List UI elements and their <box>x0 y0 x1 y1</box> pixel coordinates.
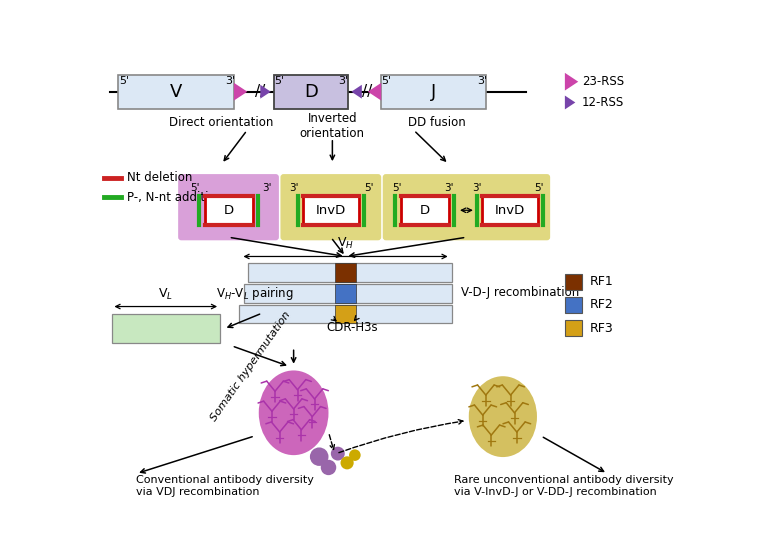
Text: 12-RSS: 12-RSS <box>582 96 624 109</box>
Text: D: D <box>419 204 429 217</box>
Text: Rare unconventional antibody diversity
via V-InvD-J or V-DD-J recombination: Rare unconventional antibody diversity v… <box>454 475 674 497</box>
Text: Nt deletion: Nt deletion <box>127 171 192 185</box>
Text: 23-RSS: 23-RSS <box>582 75 624 88</box>
Circle shape <box>321 460 336 475</box>
FancyBboxPatch shape <box>565 274 582 289</box>
FancyBboxPatch shape <box>239 305 452 323</box>
Text: J: J <box>431 82 436 100</box>
FancyBboxPatch shape <box>280 174 381 240</box>
Text: Conventional antibody diversity
via VDJ recombination: Conventional antibody diversity via VDJ … <box>136 475 314 497</box>
Text: //: // <box>362 84 372 99</box>
Text: 5': 5' <box>535 183 544 193</box>
FancyBboxPatch shape <box>401 195 449 225</box>
Text: 5': 5' <box>392 183 402 193</box>
FancyBboxPatch shape <box>336 305 356 323</box>
FancyBboxPatch shape <box>565 297 582 313</box>
Ellipse shape <box>468 376 537 457</box>
Text: 3': 3' <box>445 183 454 193</box>
Text: Direct orientation: Direct orientation <box>170 116 273 129</box>
Text: 5': 5' <box>190 183 200 193</box>
Text: V$_L$: V$_L$ <box>158 287 174 302</box>
FancyBboxPatch shape <box>381 75 486 109</box>
Polygon shape <box>352 85 362 99</box>
Polygon shape <box>565 73 578 91</box>
Text: 3': 3' <box>477 76 487 86</box>
FancyBboxPatch shape <box>482 195 538 225</box>
Text: 3': 3' <box>290 183 300 193</box>
Polygon shape <box>260 85 271 99</box>
Text: 3': 3' <box>225 76 235 86</box>
FancyBboxPatch shape <box>178 174 279 240</box>
FancyBboxPatch shape <box>336 284 356 302</box>
Text: V$_H$: V$_H$ <box>337 236 354 251</box>
FancyBboxPatch shape <box>243 284 452 302</box>
Text: Somatic hypermutation: Somatic hypermutation <box>208 310 292 423</box>
Text: 3': 3' <box>262 183 271 193</box>
FancyBboxPatch shape <box>111 314 220 343</box>
FancyBboxPatch shape <box>336 263 356 282</box>
FancyBboxPatch shape <box>303 195 359 225</box>
FancyBboxPatch shape <box>204 195 253 225</box>
Text: InvD: InvD <box>495 204 525 217</box>
Text: DD fusion: DD fusion <box>408 116 466 129</box>
Text: RF1: RF1 <box>590 275 614 288</box>
Text: V: V <box>170 82 182 100</box>
FancyBboxPatch shape <box>382 174 550 240</box>
Text: InvD: InvD <box>316 204 346 217</box>
Text: 3': 3' <box>472 183 482 193</box>
Text: CDR-H3s: CDR-H3s <box>326 321 378 334</box>
Text: 5': 5' <box>119 76 129 86</box>
FancyBboxPatch shape <box>248 263 452 282</box>
Circle shape <box>349 449 361 461</box>
Text: P-, N-nt addition: P-, N-nt addition <box>127 191 223 204</box>
Circle shape <box>340 456 354 470</box>
Text: 3': 3' <box>338 76 348 86</box>
Polygon shape <box>565 96 575 109</box>
Text: V-D-J recombination: V-D-J recombination <box>462 286 580 299</box>
Circle shape <box>331 447 345 460</box>
Text: 5': 5' <box>364 183 373 193</box>
Text: RF3: RF3 <box>590 322 614 335</box>
FancyBboxPatch shape <box>274 75 348 109</box>
Text: //: // <box>255 84 266 99</box>
Circle shape <box>310 447 329 466</box>
FancyBboxPatch shape <box>118 75 234 109</box>
Polygon shape <box>368 83 381 100</box>
Text: D: D <box>304 82 318 100</box>
Text: RF2: RF2 <box>590 299 614 311</box>
Ellipse shape <box>259 370 329 455</box>
FancyBboxPatch shape <box>565 321 582 336</box>
Text: V$_H$-V$_L$ pairing: V$_H$-V$_L$ pairing <box>216 285 293 302</box>
Text: D: D <box>223 204 233 217</box>
Text: 5': 5' <box>274 76 284 86</box>
Polygon shape <box>234 83 247 100</box>
Text: Inverted
orientation: Inverted orientation <box>300 111 365 140</box>
Text: 5': 5' <box>381 76 391 86</box>
